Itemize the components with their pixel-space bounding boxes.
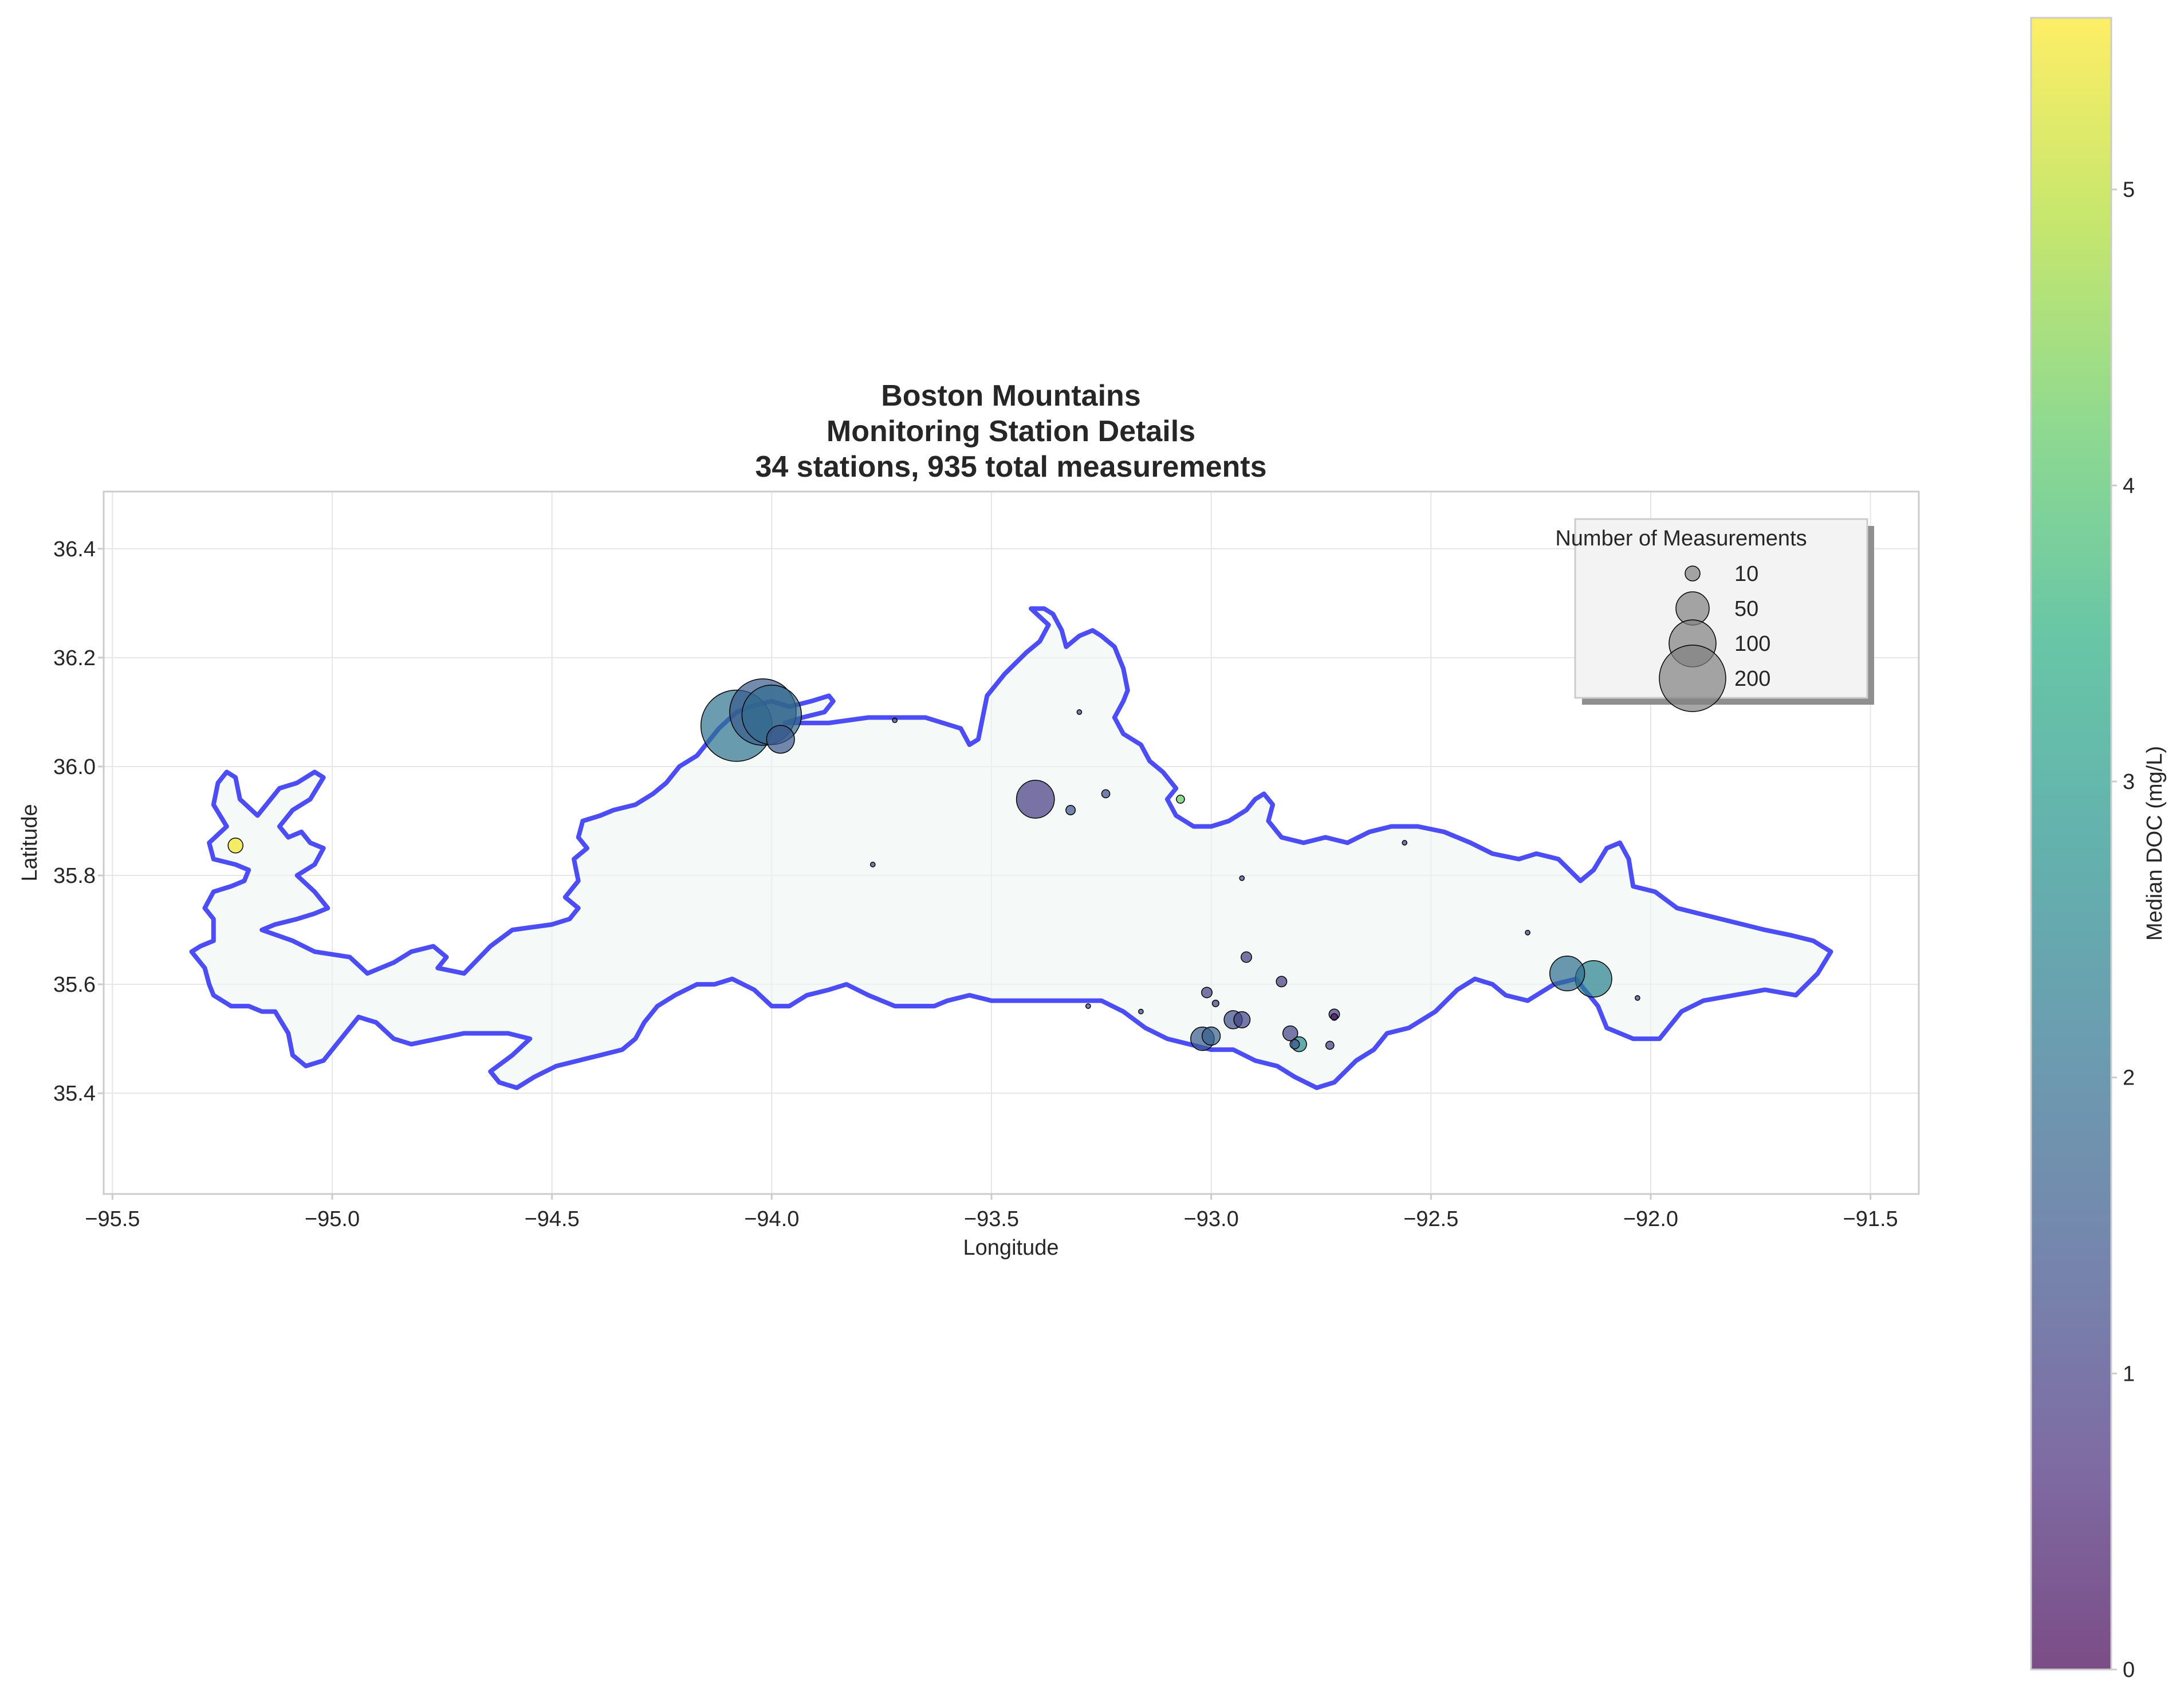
title-line-1: Boston Mountains: [881, 379, 1141, 413]
station-marker: [1201, 987, 1213, 999]
station-marker: [1201, 1026, 1221, 1046]
x-tick-label: −92.5: [1403, 1207, 1458, 1231]
x-tick-label: −91.5: [1843, 1207, 1898, 1231]
y-tick-label: 36.0: [53, 755, 96, 779]
x-tick-label: −95.0: [305, 1207, 360, 1231]
legend-size-label: 10: [1734, 562, 1758, 586]
x-axis-ticks: −95.5 −95.0 −94.5 −94.0 −93.5 −93.0 −92.5 −92.0…: [85, 1194, 1898, 1231]
colorbar: 0 1 2 3 4 5 Median DOC (mg/L): [2030, 17, 2167, 1682]
legend-size-label: 200: [1734, 667, 1770, 691]
y-axis-ticks: 35.4 35.6 35.8 36.0 36.2 36.4: [53, 537, 104, 1106]
station-marker: [766, 725, 795, 754]
station-marker: [1076, 709, 1083, 715]
plot-frame: [103, 490, 1920, 1195]
station-marker: [1549, 955, 1585, 992]
chart-title: Boston Mountains Monitoring Station Deta…: [755, 379, 1266, 484]
station-marker: [1241, 951, 1252, 963]
legend-entries: 10 50 100 200: [1659, 562, 1770, 712]
station-marker: [1085, 1003, 1091, 1009]
colorbar-gradient: [2030, 17, 2112, 1671]
colorbar-ticks: 0 1 2 3 4 5: [2111, 178, 2135, 1682]
station-marker: [1065, 805, 1076, 815]
station-marker: [1635, 995, 1640, 1001]
x-tick-label: −95.5: [85, 1207, 140, 1231]
station-marker: [1276, 976, 1288, 988]
title-line-3: 34 stations, 935 total measurements: [755, 450, 1266, 484]
colorbar-tick-label: 5: [2123, 178, 2135, 202]
legend-size-marker: [1685, 565, 1701, 582]
station-marker: [1211, 999, 1219, 1007]
x-tick-label: −94.5: [525, 1207, 580, 1231]
station-marker: [892, 717, 898, 724]
y-tick-label: 35.4: [53, 1082, 96, 1106]
colorbar-tick-label: 2: [2123, 1066, 2135, 1090]
colorbar-tick-label: 1: [2123, 1362, 2135, 1386]
x-axis-label: Longitude: [963, 1236, 1059, 1260]
y-tick-label: 36.2: [53, 646, 96, 670]
colorbar-tick-label: 4: [2123, 474, 2135, 498]
colorbar-label: Median DOC (mg/L): [2143, 746, 2167, 941]
station-marker: [1233, 1011, 1251, 1028]
size-legend: Number of Measurements 10 50 100 200: [1555, 518, 1874, 712]
station-marker: [1176, 795, 1185, 804]
ecoregion-boundary: [189, 606, 1833, 1090]
y-tick-label: 35.6: [53, 973, 96, 997]
legend-size-marker: [1659, 645, 1726, 712]
station-marker: [1330, 1013, 1339, 1021]
station-marker: [1289, 1039, 1300, 1050]
colorbar-tick-label: 0: [2123, 1658, 2135, 1682]
title-line-2: Monitoring Station Details: [827, 415, 1195, 448]
station-marker: [1239, 875, 1245, 881]
legend-size-label: 100: [1734, 632, 1770, 656]
station-marker: [869, 862, 876, 867]
station-marker: [1282, 1025, 1298, 1042]
legend-title: Number of Measurements: [1555, 527, 1807, 551]
x-tick-label: −93.0: [1184, 1207, 1239, 1231]
station-marker: [1325, 1040, 1335, 1050]
station-marker: [227, 838, 243, 854]
x-tick-label: −93.5: [964, 1207, 1019, 1231]
y-axis-label: Latitude: [18, 804, 42, 881]
x-tick-label: −94.0: [744, 1207, 799, 1231]
y-tick-label: 36.4: [53, 537, 96, 561]
station-marker: [1016, 780, 1055, 819]
y-tick-label: 35.8: [53, 864, 96, 888]
station-marker: [1101, 789, 1111, 799]
station-marker: [1138, 1008, 1144, 1015]
legend-size-label: 50: [1734, 597, 1758, 621]
x-tick-label: −92.0: [1623, 1207, 1678, 1231]
colorbar-tick-label: 3: [2123, 770, 2135, 794]
station-marker: [1525, 929, 1530, 936]
station-marker: [1402, 840, 1408, 846]
station-markers: [227, 678, 1640, 1052]
